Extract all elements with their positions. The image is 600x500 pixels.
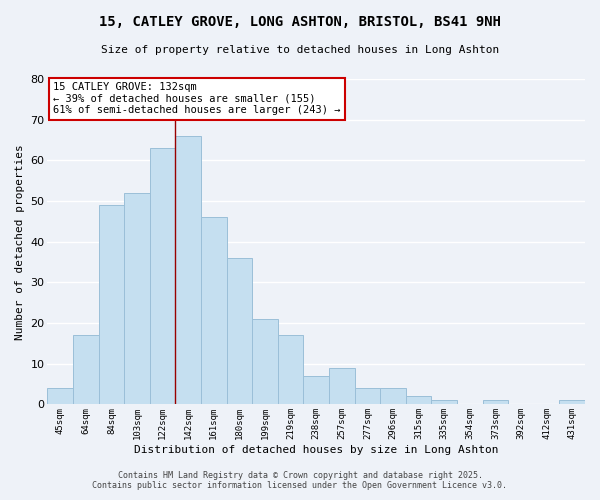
Bar xyxy=(150,148,175,405)
Text: Size of property relative to detached houses in Long Ashton: Size of property relative to detached ho… xyxy=(101,45,499,55)
Bar xyxy=(73,336,98,404)
X-axis label: Distribution of detached houses by size in Long Ashton: Distribution of detached houses by size … xyxy=(134,445,499,455)
Bar xyxy=(201,218,227,404)
Bar xyxy=(227,258,252,404)
Bar xyxy=(252,319,278,404)
Bar xyxy=(431,400,457,404)
Bar xyxy=(304,376,329,404)
Bar xyxy=(124,193,150,404)
Text: 15, CATLEY GROVE, LONG ASHTON, BRISTOL, BS41 9NH: 15, CATLEY GROVE, LONG ASHTON, BRISTOL, … xyxy=(99,15,501,29)
Bar xyxy=(559,400,585,404)
Bar xyxy=(406,396,431,404)
Bar xyxy=(175,136,201,404)
Bar xyxy=(47,388,73,404)
Bar xyxy=(380,388,406,404)
Bar xyxy=(482,400,508,404)
Text: 15 CATLEY GROVE: 132sqm
← 39% of detached houses are smaller (155)
61% of semi-d: 15 CATLEY GROVE: 132sqm ← 39% of detache… xyxy=(53,82,340,116)
Y-axis label: Number of detached properties: Number of detached properties xyxy=(15,144,25,340)
Bar xyxy=(329,368,355,405)
Bar xyxy=(355,388,380,404)
Bar xyxy=(278,336,304,404)
Text: Contains HM Land Registry data © Crown copyright and database right 2025.
Contai: Contains HM Land Registry data © Crown c… xyxy=(92,470,508,490)
Bar xyxy=(98,205,124,404)
